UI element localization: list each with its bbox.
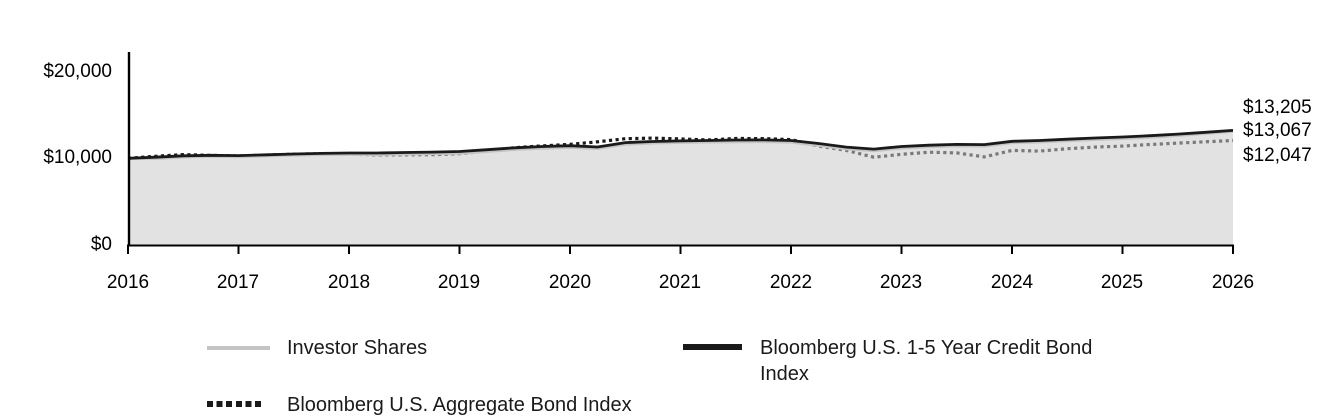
x-axis-label-2017: 2017 <box>216 272 260 293</box>
legend-label-credit-index: Bloomberg U.S. 1-5 Year Credit Bond Inde… <box>760 337 1093 385</box>
legend-label-investor-shares: Investor Shares <box>287 337 428 359</box>
x-axis-label-2016: 2016 <box>106 272 150 293</box>
x-axis-label-2025: 2025 <box>1100 272 1144 293</box>
legend-swatch-investor-shares-icon <box>207 346 270 350</box>
legend-label-aggregate-index: Bloomberg U.S. Aggregate Bond Index <box>287 394 632 416</box>
x-axis-label-2018: 2018 <box>327 272 371 293</box>
x-axis-label-2023: 2023 <box>879 272 923 293</box>
legend-swatch-credit-index-icon <box>683 344 742 350</box>
x-axis-label-2022: 2022 <box>769 272 813 293</box>
x-axis-label-2026: 2026 <box>1211 272 1255 293</box>
x-axis-label-2019: 2019 <box>437 272 481 293</box>
y-axis-label-20000: $20,000 <box>43 61 112 82</box>
x-axis-label-2021: 2021 <box>658 272 702 293</box>
y-axis-label-10000: $10,000 <box>43 147 112 168</box>
end-value-credit-index: $13,205 <box>1243 97 1312 118</box>
y-axis-label-0: $0 <box>90 234 112 255</box>
end-value-aggregate-index: $12,047 <box>1243 145 1312 166</box>
x-axis-label-2020: 2020 <box>548 272 592 293</box>
x-axis-label-2024: 2024 <box>990 272 1034 293</box>
legend-swatch-aggregate-index-icon <box>207 401 261 407</box>
end-value-investor-shares: $13,067 <box>1243 120 1312 141</box>
